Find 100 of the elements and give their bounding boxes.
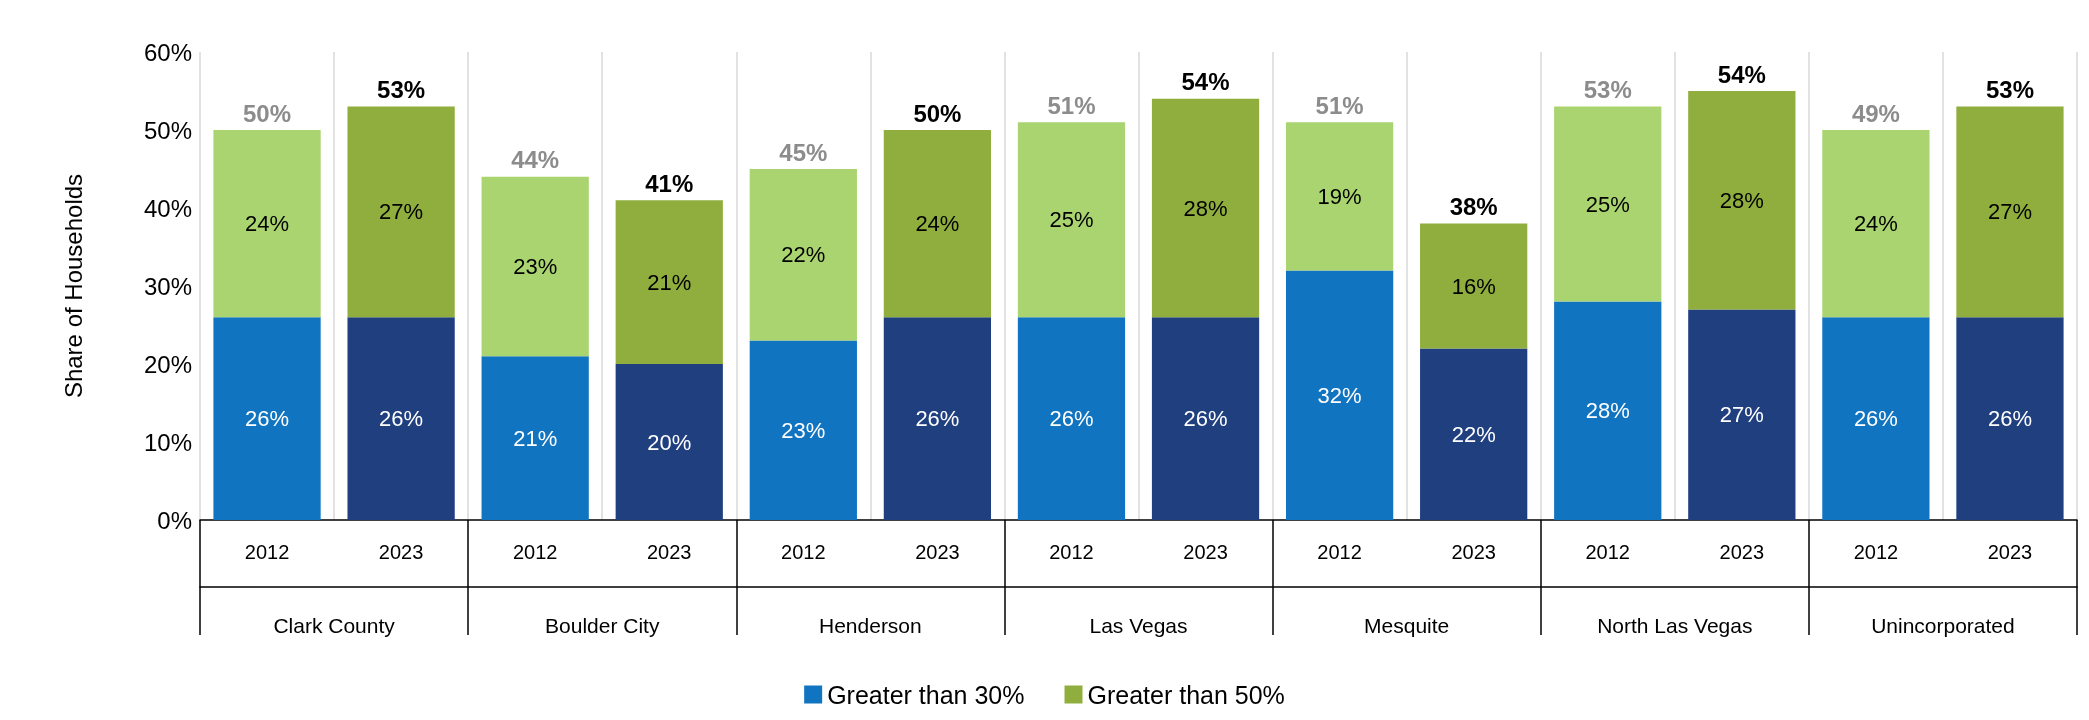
y-axis-title: Share of Households [59, 173, 87, 399]
bar [481, 176, 589, 357]
text: Unincorporated [1871, 614, 2015, 637]
data-label: 28% [1585, 398, 1630, 424]
data-label: 28% [1183, 195, 1228, 221]
data-label: 26% [915, 406, 960, 432]
y-tick-label: 30% [143, 272, 192, 300]
data-label: 28% [1719, 187, 1764, 213]
data-label: 16% [1451, 273, 1496, 299]
data-label: 26% [245, 406, 290, 432]
bar [1285, 270, 1394, 520]
x-tick-label: 2012 [781, 541, 826, 563]
total-label: 41% [645, 169, 694, 197]
bar [749, 340, 857, 520]
x-tick-label: 2012 [1317, 541, 1362, 563]
total-label: 53% [1985, 76, 2034, 104]
bar [615, 364, 723, 520]
bar [1956, 317, 2064, 520]
data-label: 21% [647, 269, 692, 295]
bar [347, 317, 455, 520]
bar [1151, 98, 1260, 318]
x-tick-label: 2023 [1451, 541, 1496, 563]
data-label: 26% [1049, 406, 1094, 432]
bar [1420, 223, 1528, 349]
bar [1822, 317, 1930, 520]
text: Mesquite [1364, 614, 1450, 637]
data-label: 26% [1183, 406, 1228, 432]
x-tick-label: 2012 [1049, 541, 1094, 563]
bar [1688, 91, 1796, 310]
data-label: 26% [1853, 406, 1898, 432]
data-label: 19% [1317, 183, 1362, 209]
x-tick-label: 2023 [915, 541, 960, 563]
x-tick-label: 2012 [1585, 541, 1630, 563]
x-tick-label: 2023 [1987, 541, 2033, 563]
total-label: 38% [1449, 193, 1498, 221]
data-label: 23% [781, 417, 826, 443]
total-label: 44% [511, 146, 560, 174]
bar [213, 317, 321, 520]
y-tick-label: 0% [157, 506, 192, 534]
text: North Las Vegas [1597, 614, 1753, 637]
data-label: 26% [1987, 406, 2032, 432]
data-label: 23% [513, 254, 558, 279]
bar [1822, 130, 1930, 318]
bar [1017, 122, 1126, 318]
total-label: 50% [913, 99, 962, 127]
data-label: 27% [1719, 402, 1764, 428]
bar [1554, 301, 1662, 520]
y-tick-label: 20% [143, 350, 192, 378]
text: Henderson [818, 614, 922, 637]
data-label: 21% [513, 425, 558, 451]
data-label: 24% [915, 211, 960, 237]
bar [1420, 348, 1528, 520]
legend-label: Greater than 50% [1087, 680, 1285, 709]
text: Boulder City [545, 614, 660, 637]
total-label: 53% [377, 76, 426, 104]
bar [883, 130, 992, 318]
legend-label: Greater than 30% [827, 680, 1025, 709]
bar [1151, 317, 1260, 520]
bar [1017, 317, 1126, 520]
data-label: 27% [1987, 199, 2032, 225]
data-label: 20% [647, 429, 692, 455]
total-label: 51% [1047, 91, 1096, 119]
bar [1285, 122, 1394, 271]
bar [1956, 106, 2064, 318]
data-label: 22% [1451, 421, 1496, 447]
x-tick-label: 2012 [512, 541, 558, 563]
bar [615, 200, 723, 364]
data-label: 24% [1853, 211, 1898, 237]
data-label: 24% [245, 211, 290, 237]
total-label: 50% [243, 99, 292, 127]
x-tick-label: 2012 [244, 541, 290, 563]
y-tick-label: 10% [143, 428, 192, 456]
total-label: 53% [1583, 76, 1632, 104]
bar [213, 130, 321, 318]
x-tick-label: 2023 [647, 541, 692, 563]
data-label: 25% [1585, 191, 1630, 217]
data-label: 32% [1317, 382, 1362, 408]
total-label: 49% [1851, 99, 1900, 127]
data-label: 22% [781, 242, 826, 268]
y-tick-label: 40% [143, 194, 192, 222]
text: Clark County [273, 614, 396, 637]
total-label: 54% [1717, 60, 1766, 88]
x-tick-label: 2023 [378, 541, 424, 563]
bar [481, 356, 589, 520]
x-tick-label: 2023 [1183, 541, 1228, 563]
y-tick-label: 50% [143, 116, 192, 144]
bar [1688, 309, 1796, 520]
bar [1554, 106, 1662, 302]
data-label: 27% [379, 199, 424, 225]
bar [347, 106, 455, 318]
total-label: 51% [1315, 91, 1364, 119]
bar [883, 317, 992, 520]
text: Las Vegas [1089, 614, 1188, 637]
bar [749, 169, 857, 341]
total-label: 45% [779, 138, 828, 166]
x-tick-label: 2023 [1719, 541, 1765, 563]
y-tick-label: 60% [143, 38, 192, 66]
data-label: 25% [1049, 207, 1094, 233]
x-tick-label: 2012 [1853, 541, 1899, 563]
data-label: 26% [379, 406, 424, 432]
